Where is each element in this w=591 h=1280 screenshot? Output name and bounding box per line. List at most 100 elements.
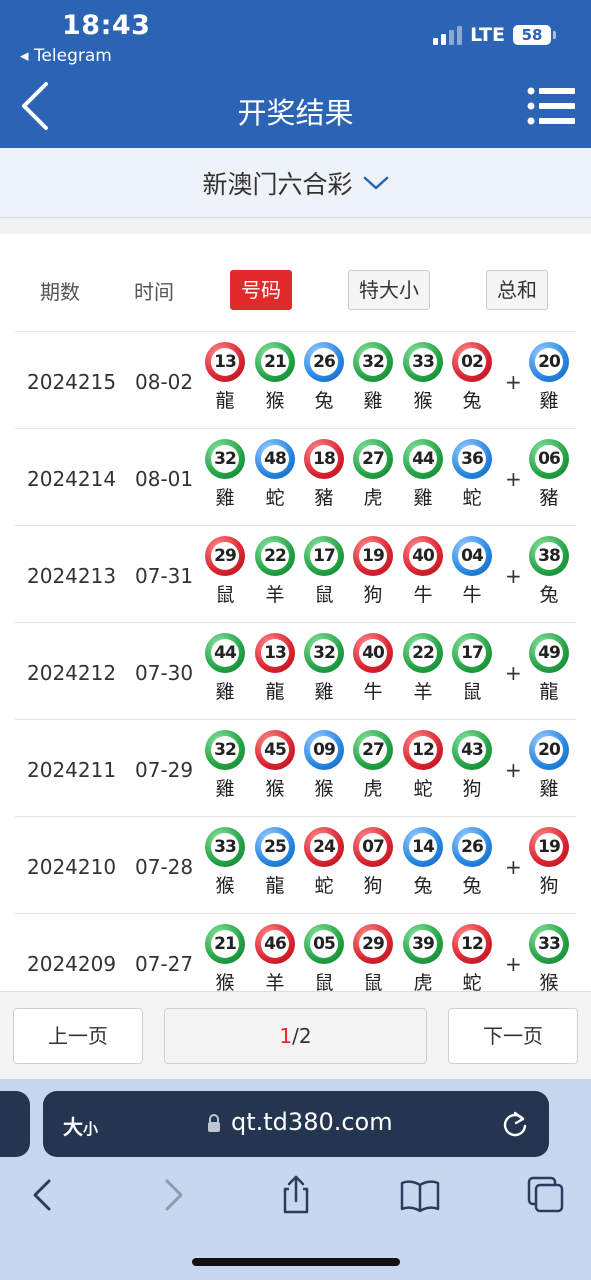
- draw-row: 2024210 07-28 33 猴 25 龍 24 蛇 07 狗 14 兔 2…: [15, 816, 576, 913]
- number-ball: 18 豬: [302, 439, 346, 510]
- address-bar[interactable]: 大小 qt.td380.com: [43, 1091, 549, 1157]
- tab-sum[interactable]: 总和: [486, 270, 548, 310]
- number-ball: 22 羊: [401, 633, 445, 704]
- divider-band: [0, 218, 591, 234]
- ball-number: 21: [211, 930, 239, 958]
- number-ball: 05 鼠: [302, 924, 346, 991]
- ball-green: 22: [403, 633, 443, 673]
- ball-blue: 09: [304, 730, 344, 770]
- number-ball: 27 虎: [351, 730, 395, 801]
- ball-number: 21: [261, 348, 289, 376]
- back-chevron-icon[interactable]: [18, 80, 58, 132]
- page-indicator: 1/2: [164, 1008, 427, 1064]
- ball-number: 06: [535, 445, 563, 473]
- ball-number: 32: [310, 639, 338, 667]
- number-ball: 29 鼠: [203, 536, 247, 607]
- ball-number: 17: [458, 639, 486, 667]
- ball-number: 36: [458, 445, 486, 473]
- period-number: 2024212: [27, 661, 117, 685]
- number-ball: 29 鼠: [351, 924, 395, 991]
- ball-blue: 36: [452, 439, 492, 479]
- number-ball: 17 鼠: [450, 633, 494, 704]
- back-arrow-icon[interactable]: [24, 1175, 64, 1215]
- tab-numbers[interactable]: 号码: [230, 270, 292, 310]
- ball-red: 24: [304, 827, 344, 867]
- lottery-selector[interactable]: 新澳门六合彩: [0, 148, 591, 218]
- plus-sign: +: [505, 952, 522, 976]
- zodiac-label: 蛇: [314, 875, 334, 897]
- ball-blue: 04: [452, 536, 492, 576]
- ball-green: 32: [304, 633, 344, 673]
- ball-number: 20: [535, 736, 563, 764]
- zodiac-label: 羊: [413, 681, 433, 703]
- number-ball: 33 猴: [203, 827, 247, 898]
- zodiac-label: 兔: [462, 390, 482, 412]
- bookmarks-icon[interactable]: [400, 1175, 440, 1215]
- ball-number: 02: [458, 348, 486, 376]
- app-header: 18:43 ◂ Telegram LTE 58 开奖结果: [0, 0, 591, 148]
- special-ball: 06 豬: [527, 439, 571, 510]
- ball-blue: 20: [529, 730, 569, 770]
- ball-red: 12: [403, 730, 443, 770]
- share-icon[interactable]: [276, 1175, 316, 1215]
- ball-green: 39: [403, 924, 443, 964]
- ball-green: 33: [205, 827, 245, 867]
- ball-number: 32: [211, 736, 239, 764]
- period-number: 2024214: [27, 467, 117, 491]
- number-ball: 21 猴: [203, 924, 247, 991]
- ball-green: 17: [452, 633, 492, 673]
- lock-icon: [208, 1114, 220, 1132]
- ball-number: 26: [458, 833, 486, 861]
- number-ball: 14 兔: [401, 827, 445, 898]
- status-time: 18:43: [62, 10, 151, 41]
- ball-green: 21: [205, 924, 245, 964]
- number-ball: 44 雞: [401, 439, 445, 510]
- number-ball: 22 羊: [253, 536, 297, 607]
- signal-icon: [433, 25, 463, 45]
- special-ball: 33 猴: [527, 924, 571, 991]
- ball-number: 13: [211, 348, 239, 376]
- number-ball: 12 蛇: [450, 924, 494, 991]
- battery-icon: 58: [513, 25, 556, 45]
- plus-sign: +: [505, 855, 522, 879]
- zodiac-label: 龍: [265, 875, 285, 897]
- number-ball: 24 蛇: [302, 827, 346, 898]
- zodiac-label: 豬: [314, 487, 334, 509]
- ball-blue: 26: [304, 342, 344, 382]
- number-ball: 13 龍: [203, 342, 247, 413]
- page-separator: /: [292, 1024, 299, 1048]
- back-to-telegram-link[interactable]: ◂ Telegram: [20, 46, 112, 66]
- tabs-icon[interactable]: [526, 1175, 566, 1215]
- ball-red: 40: [403, 536, 443, 576]
- zodiac-label: 雞: [539, 778, 559, 800]
- ball-green: 32: [205, 439, 245, 479]
- ball-number: 26: [310, 348, 338, 376]
- ball-red: 02: [452, 342, 492, 382]
- ball-number: 04: [458, 542, 486, 570]
- draw-date: 07-30: [135, 661, 194, 685]
- zodiac-label: 雞: [413, 487, 433, 509]
- zodiac-label: 猴: [215, 875, 235, 897]
- previous-tab-peek[interactable]: [0, 1091, 30, 1157]
- draw-row: 2024213 07-31 29 鼠 22 羊 17 鼠 19 狗 40 牛 0…: [15, 525, 576, 622]
- next-page-button[interactable]: 下一页: [448, 1008, 578, 1064]
- reload-icon[interactable]: [501, 1109, 529, 1139]
- zodiac-label: 猴: [215, 972, 235, 991]
- browser-toolbar: 大小 qt.td380.com: [0, 1079, 591, 1280]
- zodiac-label: 雞: [539, 390, 559, 412]
- ball-red: 18: [304, 439, 344, 479]
- number-ball: 43 狗: [450, 730, 494, 801]
- ball-green: 44: [403, 439, 443, 479]
- ball-green: 44: [205, 633, 245, 673]
- zodiac-label: 猴: [314, 778, 334, 800]
- tab-big-small[interactable]: 特大小: [348, 270, 430, 310]
- prev-page-button[interactable]: 上一页: [13, 1008, 143, 1064]
- text-size-button[interactable]: 大小: [63, 1115, 99, 1139]
- menu-list-icon[interactable]: [527, 86, 577, 126]
- zodiac-label: 鼠: [215, 584, 235, 606]
- number-ball: 26 兔: [302, 342, 346, 413]
- zodiac-label: 羊: [265, 584, 285, 606]
- forward-arrow-icon[interactable]: [152, 1175, 192, 1215]
- zodiac-label: 蛇: [462, 487, 482, 509]
- status-indicators: LTE 58: [433, 24, 556, 46]
